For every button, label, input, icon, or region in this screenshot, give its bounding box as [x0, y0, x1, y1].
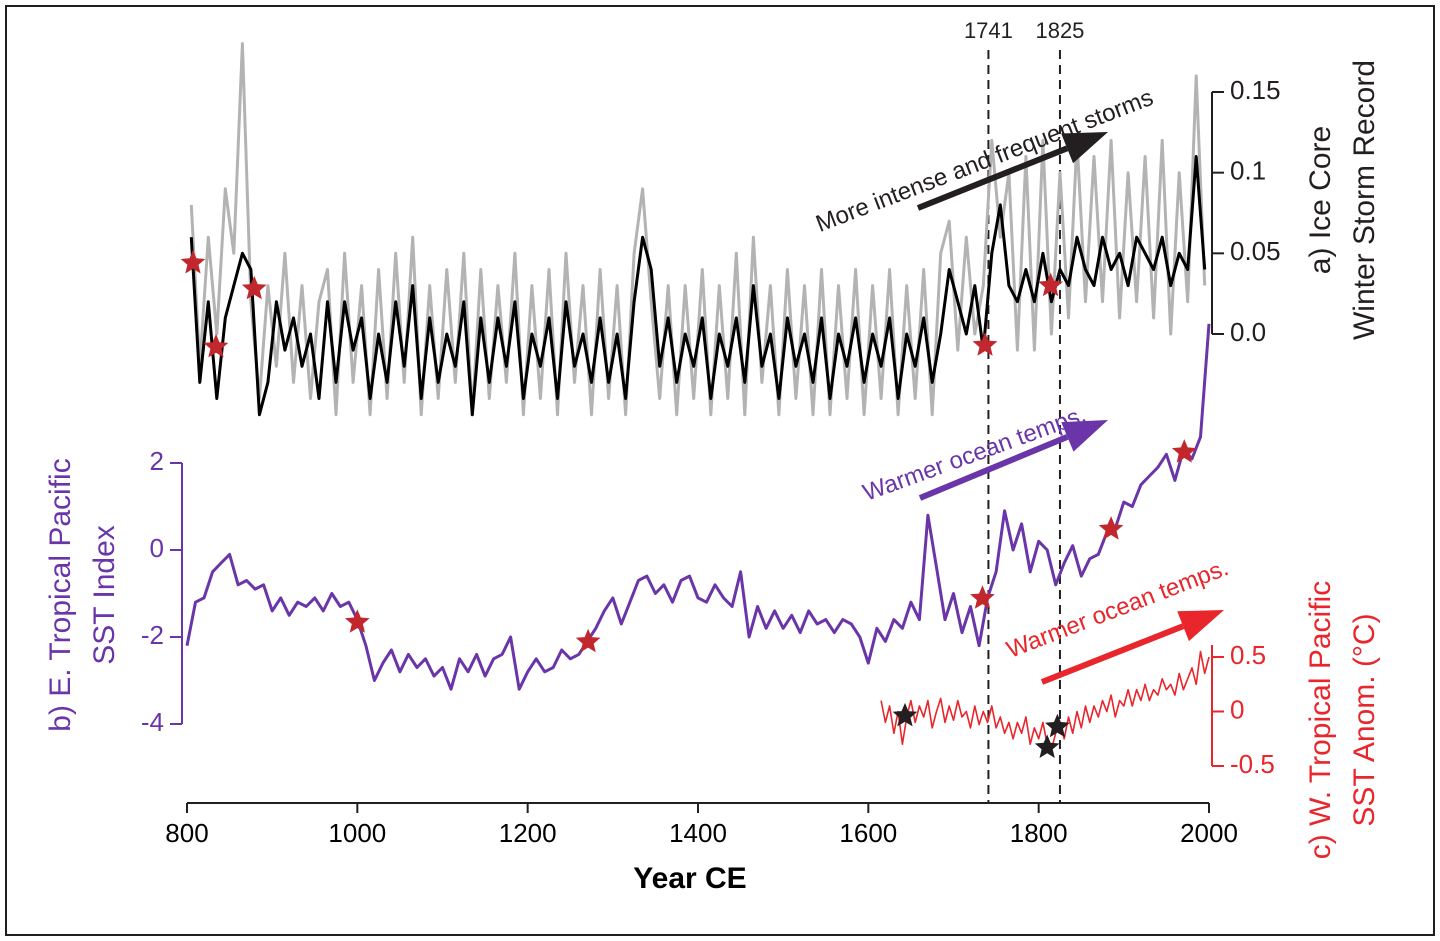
star-marker [1034, 734, 1060, 758]
y2-tick-label: 0.1 [1230, 156, 1266, 186]
reference-label: 1741 [964, 18, 1013, 43]
y-tick-label: 0 [150, 533, 164, 563]
star-marker [180, 250, 206, 274]
annotation-arrowhead [1061, 420, 1108, 452]
data-line [189, 155, 1207, 417]
x-tick-label: 2000 [1180, 818, 1238, 848]
y2-axis-label-line: Winter Storm Record [1348, 60, 1381, 340]
y3-axis-label: c) W. Tropical Pacific SST Anom. (°C) [1304, 581, 1381, 859]
annotation-arrow [1040, 623, 1185, 685]
x-tick-label: 1000 [328, 818, 386, 848]
annotation-arrowhead [1177, 610, 1224, 642]
star-marker [1045, 713, 1070, 738]
y-axis-label: b) E. Tropical Pacific SST Index [44, 458, 121, 731]
star-marker [345, 609, 370, 633]
y3-axis-label-line: c) W. Tropical Pacific [1304, 581, 1337, 859]
y2-tick-label: 0.15 [1230, 75, 1281, 105]
star-marker [575, 628, 601, 653]
star-marker [970, 585, 995, 609]
x-tick-label: 1800 [1010, 818, 1068, 848]
frame [5, 5, 1435, 936]
star-marker [892, 702, 918, 727]
x-axis-label: Year CE [633, 862, 746, 895]
y3-tick-label: 0.5 [1230, 640, 1266, 670]
annotation-arrow [918, 434, 1069, 501]
star-marker [241, 275, 267, 300]
star-marker [972, 332, 998, 356]
y2-tick-label: 0.0 [1230, 317, 1266, 347]
x-tick-label: 1200 [499, 818, 557, 848]
reference-label: 1825 [1035, 18, 1084, 43]
y2-tick-label: 0.05 [1230, 236, 1281, 266]
y3-axis-label-line: SST Anom. (°C) [1348, 613, 1381, 826]
y2-axis-label: a) Ice Core Winter Storm Record [1304, 60, 1381, 340]
star-marker [1038, 272, 1063, 297]
y3-tick-label: 0 [1230, 694, 1244, 724]
y-tick-label: -4 [141, 707, 164, 737]
data-line [880, 650, 1210, 751]
y2-axis-label-line: a) Ice Core [1304, 126, 1337, 274]
y-tick-label: 2 [150, 446, 164, 476]
annotation-arrowhead [1061, 132, 1108, 164]
star-marker [203, 333, 229, 358]
x-tick-label: 1600 [839, 818, 897, 848]
star-marker [1171, 439, 1197, 463]
y-tick-label: -2 [141, 620, 164, 650]
x-tick-label: 1400 [669, 818, 727, 848]
y3-tick-label: -0.5 [1230, 749, 1275, 779]
y-axis-label-line: SST Index [88, 525, 121, 665]
y-axis-label-line: b) E. Tropical Pacific [44, 458, 77, 731]
x-tick-label: 800 [165, 818, 208, 848]
annotation-arrow [916, 145, 1069, 211]
star-marker [1098, 516, 1124, 540]
